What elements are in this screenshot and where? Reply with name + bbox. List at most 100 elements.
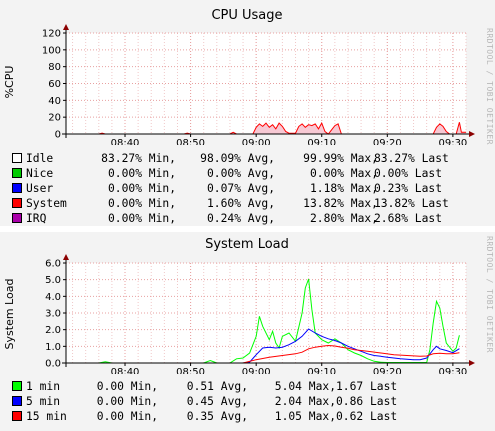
load-x-axis-arrow xyxy=(469,360,475,366)
cpu-x-axis-arrow xyxy=(469,131,475,137)
cpu-y-tick-label: 100 xyxy=(42,45,61,56)
legend-last-value: 13.82% Last xyxy=(374,197,449,210)
legend-avg-value: 0.35 Avg, xyxy=(186,410,248,423)
legend-series-name: User xyxy=(26,182,54,195)
legend-avg-value: 1.60% Avg, xyxy=(206,197,275,210)
legend-max-value: 2.04 Max, xyxy=(274,395,336,408)
legend-row: IRQ 0.00% Min, 0.24% Avg, 2.80% Max, 2.68% L… xyxy=(12,211,442,226)
legend-series-name: Nice xyxy=(26,167,54,180)
legend-row: Nice 0.00% Min, 0.00% Avg, 0.00% Max, 0.00% … xyxy=(12,166,442,181)
cpu-x-tick-label: 09:00 xyxy=(242,138,271,145)
load-x-ticks: 08:40 08:50 09:00 09:10 09:20 09:30 xyxy=(111,363,467,374)
legend-last-value: 0.86 Last xyxy=(336,395,398,408)
cpu-y-axis-arrow xyxy=(63,24,69,30)
cpu-y-tick-label: 0 xyxy=(55,130,61,141)
cpu-x-tick-label: 09:20 xyxy=(373,138,402,145)
legend-series-name: 5 min xyxy=(26,395,61,408)
load-x-tick-label: 09:00 xyxy=(242,367,271,374)
cpu-series-system-fill xyxy=(66,122,466,134)
load-y-tick-label: 1.0 xyxy=(45,342,61,353)
cpu-y-axis-label: %CPU xyxy=(3,66,16,99)
legend-max-value: 5.04 Max, xyxy=(274,380,336,393)
legend-last-value: 0.00% Last xyxy=(374,167,443,180)
cpu-usage-chart: CPU Usage %CPU RRDTOOL / TOBI OETIKER 0 2… xyxy=(3,8,494,145)
legend-swatch xyxy=(12,168,22,178)
cpu-series-system-line xyxy=(66,121,466,135)
legend-series-name: System xyxy=(26,197,67,210)
legend-max-value: 1.18% Max, xyxy=(309,182,378,195)
cpu-y-tick-label: 40 xyxy=(48,96,61,107)
load-y-tick-label: 2.0 xyxy=(45,325,61,336)
legend-min-value: 0.00% Min, xyxy=(107,197,176,210)
cpu-grid xyxy=(66,32,467,135)
load-series-15-min-line xyxy=(66,344,460,364)
legend-max-value: 0.00% Max, xyxy=(309,167,378,180)
cpu-y-tick-label: 80 xyxy=(48,62,61,73)
legend-max-value: 2.80% Max, xyxy=(309,212,378,225)
legend-swatch xyxy=(12,198,22,208)
cpu-y-tick-label: 120 xyxy=(42,29,61,40)
legend-row: User 0.00% Min, 0.07% Avg, 1.18% Max, 0.23% … xyxy=(12,181,442,196)
load-legend: 1 min 0.00 Min, 0.51 Avg, 5.04 Max, 1.67 Las… xyxy=(12,379,397,424)
load-y-axis-label: System Load xyxy=(3,279,16,350)
load-y-tick-label: 0.0 xyxy=(45,359,61,370)
load-x-tick-label: 08:50 xyxy=(176,367,205,374)
legend-series-name: IRQ xyxy=(26,212,47,225)
load-y-tick-label: 6.0 xyxy=(45,259,61,270)
legend-avg-value: 0.24% Avg, xyxy=(206,212,275,225)
load-series-5-min-line xyxy=(66,328,460,364)
load-axes xyxy=(62,254,475,367)
legend-min-value: 0.00% Min, xyxy=(107,212,176,225)
cpu-axes xyxy=(62,24,475,138)
load-x-tick-label: 08:40 xyxy=(111,367,140,374)
cpu-x-tick-label: 08:50 xyxy=(176,138,205,145)
load-watermark: RRDTOOL / TOBI OETIKER xyxy=(485,236,494,353)
load-x-tick-label: 09:30 xyxy=(438,367,467,374)
legend-row: System 0.00% Min, 1.60% Avg, 13.82% Max, 13.… xyxy=(12,196,449,211)
legend-row: Idle 83.27% Min, 98.09% Avg, 99.99% Max, 83.… xyxy=(12,151,449,166)
load-x-tick-label: 09:20 xyxy=(373,367,402,374)
legend-last-value: 1.67 Last xyxy=(336,380,398,393)
cpu-x-ticks: 08:40 08:50 09:00 09:10 09:20 09:30 xyxy=(111,134,467,145)
cpu-chart-title: CPU Usage xyxy=(211,8,282,23)
cpu-x-tick-label: 09:10 xyxy=(307,138,336,145)
cpu-x-tick-label: 08:40 xyxy=(111,138,140,145)
legend-avg-value: 0.51 Avg, xyxy=(186,380,248,393)
load-series-1-min-line xyxy=(66,278,460,364)
legend-min-value: 0.00 Min, xyxy=(96,395,158,408)
cpu-watermark: RRDTOOL / TOBI OETIKER xyxy=(485,28,494,145)
legend-swatch xyxy=(12,183,22,193)
load-y-tick-label: 3.0 xyxy=(45,309,61,320)
legend-min-value: 83.27% Min, xyxy=(101,152,176,165)
system-load-panel: System Load System Load RRDTOOL / TOBI O… xyxy=(0,232,495,431)
cpu-legend: Idle 83.27% Min, 98.09% Avg, 99.99% Max, 83.… xyxy=(12,151,449,226)
load-y-tick-label: 4.0 xyxy=(45,292,61,303)
legend-avg-value: 98.09% Avg, xyxy=(200,152,275,165)
legend-row: 1 min 0.00 Min, 0.51 Avg, 5.04 Max, 1.67 Las… xyxy=(12,379,397,394)
legend-last-value: 2.68% Last xyxy=(374,212,443,225)
legend-row: 15 min 0.00 Min, 0.35 Avg, 1.05 Max, 0.62 La… xyxy=(12,409,397,424)
legend-swatch xyxy=(12,213,22,223)
load-chart-title: System Load xyxy=(205,237,289,252)
cpu-series-group xyxy=(66,121,466,135)
legend-series-name: 15 min xyxy=(26,410,67,423)
legend-last-value: 0.62 Last xyxy=(336,410,398,423)
load-y-ticks: 0.0 1.0 2.0 3.0 4.0 5.0 6.0 xyxy=(45,259,66,370)
cpu-y-ticks: 0 20 40 60 80 100 120 xyxy=(42,29,66,141)
legend-swatch xyxy=(12,411,22,421)
cpu-y-tick-label: 60 xyxy=(48,79,61,90)
load-y-tick-label: 5.0 xyxy=(45,275,61,286)
load-y-axis-arrow xyxy=(63,254,69,260)
legend-swatch xyxy=(12,381,22,391)
legend-series-name: Idle xyxy=(26,152,54,165)
legend-avg-value: 0.07% Avg, xyxy=(206,182,275,195)
load-x-tick-label: 09:10 xyxy=(307,367,336,374)
legend-last-value: 83.27% Last xyxy=(374,152,449,165)
legend-avg-value: 0.00% Avg, xyxy=(206,167,275,180)
cpu-x-tick-label: 09:30 xyxy=(438,138,467,145)
panel-divider xyxy=(0,226,495,232)
legend-row: 5 min 0.00 Min, 0.45 Avg, 2.04 Max, 0.86 Las… xyxy=(12,394,397,409)
legend-min-value: 0.00% Min, xyxy=(107,182,176,195)
legend-swatch xyxy=(12,153,22,163)
legend-avg-value: 0.45 Avg, xyxy=(186,395,248,408)
